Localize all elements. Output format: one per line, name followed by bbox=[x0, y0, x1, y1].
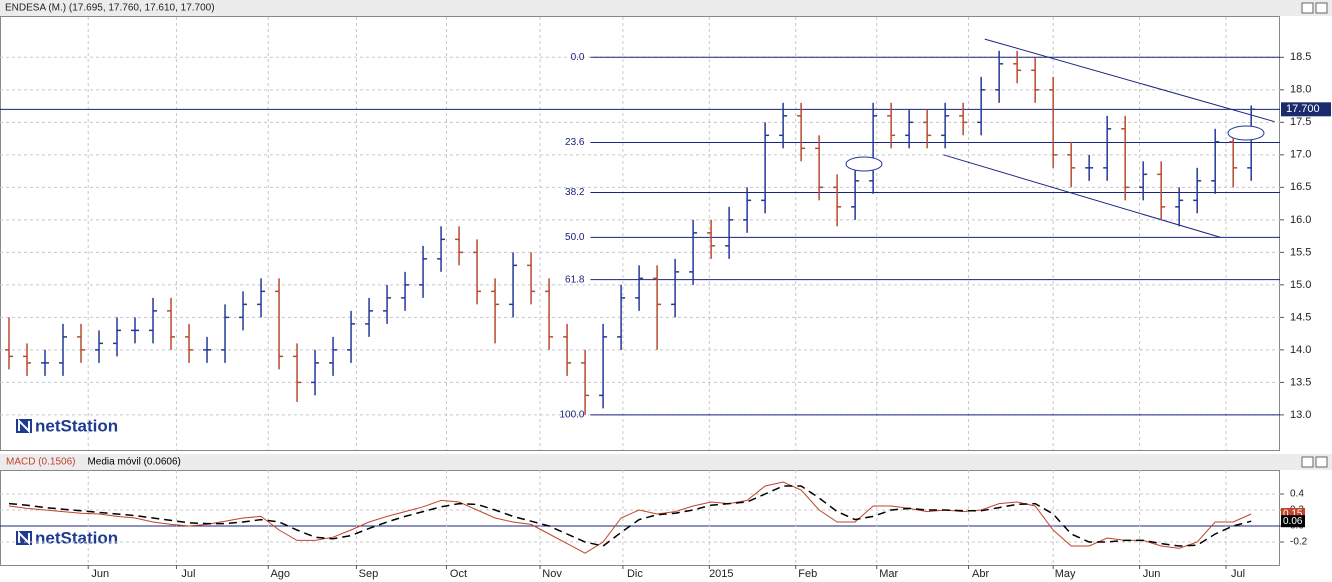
macd-title-bar bbox=[0, 454, 1332, 470]
trendline bbox=[984, 38, 1275, 123]
minimize-button[interactable] bbox=[1301, 2, 1314, 14]
x-tick-label: Jul bbox=[181, 568, 195, 580]
x-tick-label: Oct bbox=[450, 568, 467, 580]
x-tick-label: Abr bbox=[972, 568, 989, 580]
x-tick-label: Dic bbox=[627, 568, 643, 580]
title-bar bbox=[0, 0, 1332, 16]
x-tick-label: Feb bbox=[798, 568, 817, 580]
fib-label: 50.0 bbox=[565, 232, 585, 243]
y-tick-label: 16.5 bbox=[1290, 181, 1311, 193]
y-tick-label: 18.0 bbox=[1290, 84, 1311, 96]
macd-line bbox=[8, 481, 1252, 554]
x-tick-label: Sep bbox=[359, 568, 379, 580]
x-tick-label: Jul bbox=[1231, 568, 1245, 580]
x-tick-label: 2015 bbox=[709, 568, 733, 580]
end-value-label: 0.06 bbox=[1283, 516, 1303, 527]
y-tick-label: -0.2 bbox=[1290, 537, 1308, 548]
y-tick-label: 17.5 bbox=[1290, 116, 1311, 128]
last-price-label: 17.700 bbox=[1286, 103, 1320, 115]
x-tick-label: Ago bbox=[270, 568, 290, 580]
fib-label: 61.8 bbox=[565, 274, 585, 285]
last-price-box bbox=[1281, 102, 1331, 117]
y-tick-label: 14.5 bbox=[1290, 311, 1311, 323]
logo-text: netStation bbox=[35, 416, 118, 435]
fib-label: 0.0 bbox=[571, 52, 585, 63]
y-tick-label: 13.5 bbox=[1290, 376, 1311, 388]
chart-title: ENDESA (M.) (17.695, 17.760, 17.610, 17.… bbox=[5, 3, 215, 14]
annotation-ellipse bbox=[845, 156, 883, 172]
price-pane bbox=[0, 16, 1280, 451]
logo: netStation bbox=[16, 528, 118, 547]
fib-label: 23.6 bbox=[565, 137, 585, 148]
y-tick-label: 14.0 bbox=[1290, 344, 1311, 356]
fib-label: 38.2 bbox=[565, 187, 585, 198]
macd-pane bbox=[0, 470, 1280, 566]
y-tick-label: 16.0 bbox=[1290, 214, 1311, 226]
legend-entry: Media móvil (0.0606) bbox=[87, 457, 180, 468]
y-tick-label: 0.4 bbox=[1290, 489, 1304, 500]
y-tick-label: 13.0 bbox=[1290, 409, 1311, 421]
y-tick-label: 18.5 bbox=[1290, 51, 1311, 63]
end-value-box bbox=[1281, 515, 1305, 528]
end-value-label: 0.15 bbox=[1283, 509, 1303, 520]
x-tick-label: Mar bbox=[879, 568, 898, 580]
maximize-button[interactable] bbox=[1315, 456, 1328, 468]
x-tick-label: Jun bbox=[91, 568, 109, 580]
minimize-button[interactable] bbox=[1301, 456, 1314, 468]
x-tick-label: Jun bbox=[1143, 568, 1161, 580]
fib-label: 100.0 bbox=[559, 410, 584, 421]
maximize-button[interactable] bbox=[1315, 2, 1328, 14]
y-tick-label: 15.5 bbox=[1290, 246, 1311, 258]
logo-text: netStation bbox=[35, 528, 118, 547]
logo: netStation bbox=[16, 416, 118, 435]
x-tick-label: Nov bbox=[542, 568, 562, 580]
logo-icon-mark bbox=[18, 418, 30, 434]
y-tick-label: 15.0 bbox=[1290, 279, 1311, 291]
x-tick-label: May bbox=[1055, 568, 1076, 580]
annotation-ellipse bbox=[1227, 125, 1265, 141]
trendline bbox=[943, 154, 1221, 238]
macd-line bbox=[8, 485, 1252, 547]
y-tick-label: 17.0 bbox=[1290, 149, 1311, 161]
legend-entry: MACD (0.1506) bbox=[6, 457, 75, 468]
logo-icon-mark bbox=[18, 530, 30, 546]
